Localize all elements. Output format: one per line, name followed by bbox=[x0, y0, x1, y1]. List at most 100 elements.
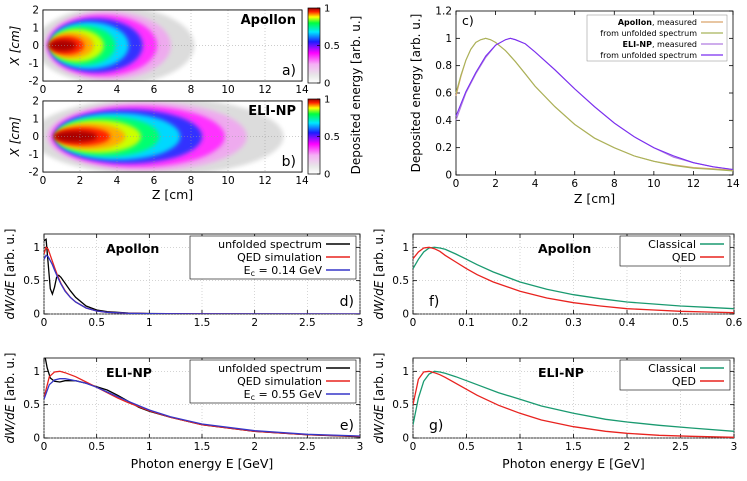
y-tick-label: -1 bbox=[29, 149, 39, 161]
x-tick-label: 0.5 bbox=[458, 441, 475, 453]
legend-box bbox=[619, 359, 731, 391]
panel-label: f) bbox=[429, 294, 439, 310]
x-tick-label: 0.1 bbox=[458, 317, 475, 329]
y-axis-label: dW/dE [arb. u.] bbox=[372, 229, 386, 320]
heatmap-band bbox=[48, 39, 77, 52]
x-tick-label: 0.5 bbox=[88, 317, 105, 329]
y-tick-label: 0 bbox=[445, 170, 452, 182]
series-line bbox=[413, 246, 734, 314]
x-tick-label: 0.5 bbox=[672, 317, 689, 329]
x-tick-label: 2.5 bbox=[299, 441, 316, 453]
x-tick-label: 1.5 bbox=[194, 317, 211, 329]
legend-label: unfolded spectrum bbox=[218, 362, 322, 375]
x-tick-label: 2 bbox=[624, 441, 631, 453]
legend-label-part: = 0.55 GeV bbox=[255, 388, 322, 401]
colorbar-tick-label: 1 bbox=[324, 95, 330, 106]
x-tick-label: 0 bbox=[410, 317, 417, 329]
panel-title: ELI-NP bbox=[538, 365, 584, 380]
legend-label-part: E bbox=[244, 264, 251, 277]
legend-label-text: , measured bbox=[652, 18, 697, 27]
x-tick-label: 12 bbox=[687, 178, 700, 190]
y-tick-label: 1 bbox=[32, 113, 39, 125]
y-tick-label: 1.2 bbox=[435, 6, 452, 18]
panel-title: Apollon bbox=[538, 241, 591, 256]
series-line bbox=[413, 370, 734, 432]
panel-e: 0 0.5 1 1.5 2 2.5 3 0 0.5 1 ELI-NP e) unfolded spect… bbox=[3, 353, 363, 471]
legend-label: from unfolded spectrum bbox=[600, 51, 697, 60]
colorbar-tick-label: 0 bbox=[324, 79, 330, 90]
y-tick-label: 0 bbox=[402, 433, 409, 445]
y-tick-label: 0.2 bbox=[435, 142, 452, 154]
y-tick-label: 0.5 bbox=[23, 399, 40, 411]
legend-label-part: = 0.14 GeV bbox=[255, 264, 322, 277]
y-axis-label-rest: [arb. u.] bbox=[3, 229, 17, 281]
y-tick-label: 1 bbox=[402, 366, 409, 378]
y-tick-label: 1 bbox=[402, 242, 409, 254]
legend-label: Classical bbox=[648, 238, 696, 251]
x-tick-label: 10 bbox=[221, 84, 234, 96]
y-tick-label: 0 bbox=[32, 40, 39, 52]
x-tick-label: 1 bbox=[146, 441, 153, 453]
legend-label: Ec = 0.14 GeV bbox=[244, 264, 323, 278]
y-tick-label: 0 bbox=[33, 309, 40, 321]
x-tick-label: 0.2 bbox=[512, 317, 529, 329]
x-tick-label: 0 bbox=[40, 84, 47, 96]
y-tick-label: 0.5 bbox=[392, 275, 409, 287]
y-tick-label: 0 bbox=[402, 309, 409, 321]
panel-title: Apollon bbox=[106, 241, 159, 256]
x-tick-label: 8 bbox=[611, 178, 618, 190]
x-tick-label: 0.5 bbox=[88, 441, 105, 453]
y-axis-label: X [cm] bbox=[8, 116, 22, 157]
y-tick-label: 0 bbox=[32, 131, 39, 143]
y-tick-label: 0.5 bbox=[392, 399, 409, 411]
x-tick-label: 8 bbox=[188, 84, 195, 96]
legend-label: unfolded spectrum bbox=[218, 238, 322, 251]
legend-label: ELI-NP, measured bbox=[623, 40, 697, 49]
x-tick-label: 0 bbox=[41, 441, 48, 453]
y-tick-label: 1 bbox=[32, 22, 39, 34]
y-axis-label-rest: [arb. u.] bbox=[372, 353, 386, 405]
y-tick-label: -1 bbox=[29, 58, 39, 70]
y-axis-label-rest: [arb. u.] bbox=[372, 229, 386, 281]
panel-title: ELI-NP bbox=[106, 365, 152, 380]
x-tick-label: 4 bbox=[114, 84, 121, 96]
y-axis-label: dW/dE [arb. u.] bbox=[3, 229, 17, 320]
x-tick-label: 4 bbox=[114, 175, 121, 187]
legend-label: from unfolded spectrum bbox=[600, 29, 697, 38]
y-tick-label: 0.6 bbox=[435, 88, 452, 100]
x-tick-label: 0 bbox=[410, 441, 417, 453]
series-line bbox=[44, 378, 360, 437]
x-axis-label: Photon energy E [GeV] bbox=[502, 456, 645, 471]
x-tick-label: 0 bbox=[40, 175, 47, 187]
x-tick-label: 1.5 bbox=[565, 441, 582, 453]
panel-title: Apollon bbox=[241, 13, 296, 28]
x-tick-label: 14 bbox=[295, 84, 309, 96]
x-tick-label: 0.4 bbox=[619, 317, 636, 329]
panel-title: ELI-NP bbox=[248, 104, 296, 119]
x-tick-label: 0.3 bbox=[565, 317, 582, 329]
y-axis-label: dW/dE [arb. u.] bbox=[372, 353, 386, 444]
legend-label-sub: c bbox=[251, 269, 255, 278]
x-tick-label: 14 bbox=[726, 178, 740, 190]
x-tick-label: 0 bbox=[453, 178, 460, 190]
y-tick-label: 1 bbox=[33, 366, 40, 378]
legend-label-bold: ELI-NP bbox=[623, 40, 653, 49]
panel-d: 0 0.5 1 1.5 2 2.5 3 0 0.5 1 Apollon d) unfolded spec… bbox=[3, 229, 363, 329]
x-tick-label: 6 bbox=[571, 178, 578, 190]
y-axis-label: X [cm] bbox=[8, 25, 22, 66]
colorbar: 0 0.5 1 0 0.5 1 Deposited energy [arb. u.] bbox=[307, 4, 363, 181]
y-axis-label-italic: dW/dE bbox=[372, 404, 386, 443]
y-tick-label: 0.4 bbox=[435, 115, 452, 127]
colorbar-tick-label: 1 bbox=[324, 4, 330, 15]
colorbar-label: Deposited energy [arb. u.] bbox=[349, 16, 363, 175]
x-tick-label: 6 bbox=[151, 84, 158, 96]
series-line bbox=[44, 254, 360, 314]
legend-label-text: , measured bbox=[652, 40, 697, 49]
panel-label: b) bbox=[282, 154, 296, 170]
legend-label: Ec = 0.55 GeV bbox=[244, 388, 323, 402]
